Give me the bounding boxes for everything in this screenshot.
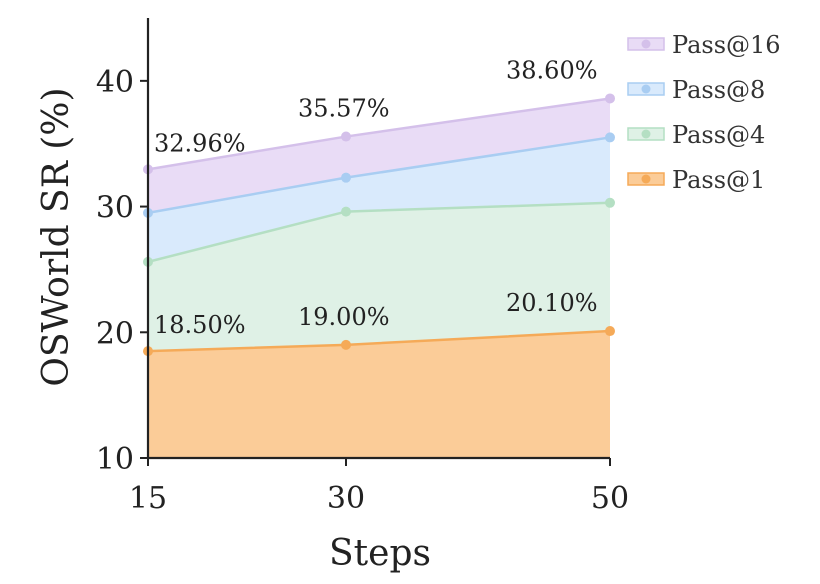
point-pass-16-50 [605,93,615,104]
x-ticks: 15 30 50 [129,458,629,516]
data-label-pass-16-30: 35.57% [298,95,390,123]
area-pass-16 [148,98,610,213]
data-label-pass-16-50: 38.60% [506,56,598,84]
point-pass-16-30 [341,131,351,142]
point-pass-4-50 [605,197,615,208]
x-tick-label-50: 50 [591,481,629,516]
y-tick-label-20: 20 [96,316,134,351]
area-pass-8 [148,137,610,262]
point-pass-8-30 [341,172,351,183]
legend: Pass@16 Pass@8 Pass@4 Pass@1 [627,31,781,194]
area-pass-4 [148,202,610,352]
x-tick-label-15: 15 [129,481,167,516]
legend-marker-pass-16 [641,39,651,49]
legend-marker-pass-4 [641,129,651,139]
data-label-pass-1-30: 19.00% [298,303,390,331]
legend-item-pass-16: Pass@16 [627,31,781,59]
data-label-pass-16-15: 32.96% [154,129,246,157]
y-ticks: 10 20 30 40 [96,65,148,477]
data-label-layer: 32.96% 35.57% 38.60% 18.50% 19.00% 20.10% [154,56,598,339]
x-axis-title: Steps [329,533,431,574]
point-pass-4-30 [341,206,351,217]
legend-item-pass-1: Pass@1 [627,166,765,194]
x-tick-label-30: 30 [327,481,365,516]
y-tick-label-30: 30 [96,191,134,226]
legend-label-pass-8: Pass@8 [672,76,765,104]
point-pass-1-50 [605,326,615,337]
point-pass-8-50 [605,132,615,143]
axes: 10 20 30 40 15 30 50 [96,18,629,516]
legend-label-pass-4: Pass@4 [672,121,765,149]
y-tick-label-10: 10 [96,442,134,477]
legend-marker-pass-8 [641,84,651,94]
area-layer [148,98,610,458]
legend-item-pass-8: Pass@8 [627,76,765,104]
legend-label-pass-16: Pass@16 [672,31,781,59]
area-pass-1 [148,331,610,458]
y-tick-label-40: 40 [96,65,134,100]
y-axis-title: OSWorld SR (%) [36,87,77,386]
data-label-pass-1-15: 18.50% [154,311,246,339]
point-pass-1-30 [341,339,351,350]
legend-marker-pass-1 [641,174,651,184]
data-label-pass-1-50: 20.10% [506,289,598,317]
legend-item-pass-4: Pass@4 [627,121,765,149]
legend-label-pass-1: Pass@1 [672,166,765,194]
